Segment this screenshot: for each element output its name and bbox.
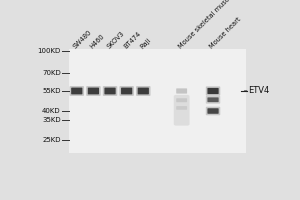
FancyBboxPatch shape [174, 95, 190, 126]
FancyBboxPatch shape [71, 88, 82, 94]
Text: Mouse heart: Mouse heart [209, 17, 242, 50]
FancyBboxPatch shape [176, 88, 187, 94]
Bar [69, 49, 246, 153]
FancyBboxPatch shape [176, 106, 187, 110]
FancyBboxPatch shape [206, 96, 220, 104]
FancyBboxPatch shape [86, 86, 101, 96]
Text: SW480: SW480 [73, 29, 93, 50]
FancyBboxPatch shape [207, 97, 219, 102]
FancyBboxPatch shape [138, 88, 149, 94]
FancyBboxPatch shape [207, 88, 219, 94]
FancyBboxPatch shape [121, 88, 132, 94]
FancyBboxPatch shape [206, 107, 220, 115]
Text: 25KD: 25KD [42, 137, 61, 143]
FancyBboxPatch shape [206, 86, 220, 96]
FancyBboxPatch shape [207, 108, 219, 114]
Text: 35KD: 35KD [42, 117, 61, 123]
FancyBboxPatch shape [176, 98, 187, 102]
Text: 40KD: 40KD [42, 108, 61, 114]
FancyBboxPatch shape [104, 88, 116, 94]
Text: ETV4: ETV4 [248, 86, 269, 95]
FancyBboxPatch shape [103, 86, 117, 96]
FancyBboxPatch shape [70, 86, 84, 96]
FancyBboxPatch shape [136, 86, 151, 96]
Text: Raji: Raji [139, 37, 152, 50]
Text: H460: H460 [89, 33, 106, 50]
Text: 70KD: 70KD [42, 70, 61, 76]
Text: Mouse skeletal muscle: Mouse skeletal muscle [177, 0, 235, 50]
Text: 100KD: 100KD [38, 48, 61, 54]
FancyBboxPatch shape [88, 88, 99, 94]
Text: BT474: BT474 [122, 31, 142, 50]
FancyBboxPatch shape [119, 86, 134, 96]
Text: 55KD: 55KD [42, 88, 61, 94]
Text: SKOV3: SKOV3 [106, 31, 125, 50]
